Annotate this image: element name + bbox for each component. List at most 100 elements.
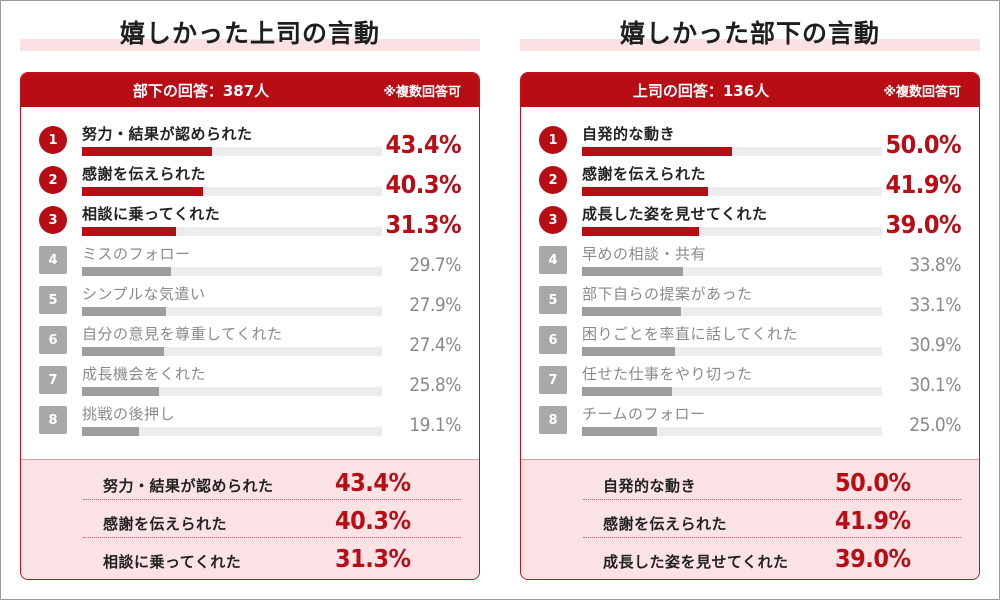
rank-circle-badge: 3 xyxy=(39,206,67,234)
rank-square-badge: 8 xyxy=(39,406,67,434)
bar-track xyxy=(582,307,882,316)
rank-square-badge: 4 xyxy=(39,246,67,274)
chart-title: 嬉しかった部下の言動 xyxy=(619,19,880,48)
bar-track xyxy=(82,387,382,396)
summary-value: 31.3% xyxy=(335,544,411,573)
rank-square-badge: 5 xyxy=(539,286,567,314)
bar-value-label: 40.3% xyxy=(385,170,461,199)
summary-label: 努力・結果が認められた xyxy=(103,477,274,495)
bar-value-label: 19.1% xyxy=(409,414,461,436)
bar-track xyxy=(82,227,382,236)
bar-row: 8 挑戦の後押し 19.1% xyxy=(21,396,479,436)
bar-value-label: 33.1% xyxy=(909,294,961,316)
panel-subordinate-actions: 嬉しかった部下の言動 上司の回答：136人 ※複数回答可 1 自発的な動き 50.0… xyxy=(520,0,980,600)
bar-row: 6 困りごとを率直に話してくれた 30.9% xyxy=(521,316,979,356)
respondents-label: 部下の回答：387人 xyxy=(132,82,270,100)
bar-value-label: 27.4% xyxy=(409,334,461,356)
top3-summary: 自発的な動き 50.0% 感謝を伝えられた 41.9% 成長した姿を見せてくれた 39.0… xyxy=(521,459,979,579)
bar-row: 1 努力・結果が認められた 43.4% xyxy=(21,116,479,159)
bar xyxy=(582,147,732,156)
bar-chart: 1 自発的な動き 50.0% 2 感謝を伝えられた 41.9% 3 成長した姿を見せてくれた 3… xyxy=(521,107,979,459)
multiple-answer-note: ※複数回答可 xyxy=(883,85,961,100)
rank-square-badge: 7 xyxy=(39,366,67,394)
bar-value-label: 27.9% xyxy=(409,294,461,316)
bar-value-label: 30.9% xyxy=(909,334,961,356)
bar-value-label: 25.0% xyxy=(909,414,961,436)
summary-row: 感謝を伝えられた 40.3% xyxy=(83,500,461,538)
bar xyxy=(82,227,176,236)
bar-row: 7 任せた仕事をやり切った 30.1% xyxy=(521,356,979,396)
bar-row: 4 早めの相談・共有 33.8% xyxy=(521,236,979,276)
bar-label: 困りごとを率直に話してくれた xyxy=(582,325,799,343)
bar-label: 相談に乗ってくれた xyxy=(82,205,221,223)
bar xyxy=(582,387,672,396)
card-header: 部下の回答：387人 ※複数回答可 xyxy=(21,73,479,107)
bar-row: 5 シンプルな気遣い 27.9% xyxy=(21,276,479,316)
bar xyxy=(82,267,171,276)
summary-row: 努力・結果が認められた 43.4% xyxy=(83,462,461,500)
rank-circle-badge: 1 xyxy=(39,126,67,154)
bar-track xyxy=(582,187,882,196)
rank-circle-badge: 1 xyxy=(539,126,567,154)
bar-label: 部下自らの提案があった xyxy=(582,285,753,303)
rank-circle-badge: 2 xyxy=(539,166,567,194)
bar xyxy=(82,387,159,396)
bar-row: 3 成長した姿を見せてくれた 39.0% xyxy=(521,196,979,239)
bar-value-label: 39.0% xyxy=(885,210,961,239)
bar xyxy=(582,267,683,276)
bar-track xyxy=(582,227,882,236)
bar-track xyxy=(582,387,882,396)
summary-row: 感謝を伝えられた 41.9% xyxy=(583,500,961,538)
summary-label: 感謝を伝えられた xyxy=(603,515,728,533)
bar-row: 6 自分の意見を尊重してくれた 27.4% xyxy=(21,316,479,356)
rank-square-badge: 7 xyxy=(539,366,567,394)
bar-value-label: 33.8% xyxy=(909,254,961,276)
bar-label: 感謝を伝えられた xyxy=(582,165,707,183)
bar-label: 感謝を伝えられた xyxy=(82,165,207,183)
bar-row: 4 ミスのフォロー 29.7% xyxy=(21,236,479,276)
bar xyxy=(582,227,699,236)
bar-label: 努力・結果が認められた xyxy=(82,125,253,143)
rank-square-badge: 4 xyxy=(539,246,567,274)
bar-row: 3 相談に乗ってくれた 31.3% xyxy=(21,196,479,239)
bar-track xyxy=(82,347,382,356)
title-area: 嬉しかった部下の言動 xyxy=(520,0,980,56)
bar-track xyxy=(582,347,882,356)
rank-square-badge: 6 xyxy=(539,326,567,354)
panel-boss-actions: 嬉しかった上司の言動 部下の回答：387人 ※複数回答可 1 努力・結果が認められ… xyxy=(20,0,480,600)
bar-label: 任せた仕事をやり切った xyxy=(582,365,753,383)
bar-label: 挑戦の後押し xyxy=(82,405,176,423)
bar-value-label: 50.0% xyxy=(885,130,961,159)
bar-track xyxy=(82,187,382,196)
bar-value-label: 41.9% xyxy=(885,170,961,199)
summary-value: 50.0% xyxy=(835,468,911,497)
title-highlight-band xyxy=(20,39,480,51)
bar-value-label: 43.4% xyxy=(385,130,461,159)
chart-card: 部下の回答：387人 ※複数回答可 1 努力・結果が認められた 43.4% 2 感謝を伝… xyxy=(20,72,480,580)
bar-track xyxy=(582,147,882,156)
bar xyxy=(582,347,675,356)
bar-label: 自分の意見を尊重してくれた xyxy=(82,325,283,343)
bar xyxy=(82,147,212,156)
respondents-label: 上司の回答：136人 xyxy=(632,82,770,100)
bar-value-label: 31.3% xyxy=(385,210,461,239)
chart-card: 上司の回答：136人 ※複数回答可 1 自発的な動き 50.0% 2 感謝を伝えられた 4… xyxy=(520,72,980,580)
bar-chart: 1 努力・結果が認められた 43.4% 2 感謝を伝えられた 40.3% 3 相談に乗ってくれ… xyxy=(21,107,479,459)
summary-value: 43.4% xyxy=(335,468,411,497)
bar-track xyxy=(582,267,882,276)
bar xyxy=(82,427,139,436)
bar-row: 8 チームのフォロー 25.0% xyxy=(521,396,979,436)
summary-row: 相談に乗ってくれた 31.3% xyxy=(83,538,461,576)
top3-summary: 努力・結果が認められた 43.4% 感謝を伝えられた 40.3% 相談に乗ってくれた 31… xyxy=(21,459,479,579)
bar-label: ミスのフォロー xyxy=(82,245,191,263)
bar xyxy=(582,427,657,436)
summary-value: 41.9% xyxy=(835,506,911,535)
summary-label: 自発的な動き xyxy=(603,477,697,495)
bar xyxy=(82,187,203,196)
bar-track xyxy=(82,307,382,316)
bar xyxy=(82,307,166,316)
rank-circle-badge: 3 xyxy=(539,206,567,234)
rank-circle-badge: 2 xyxy=(39,166,67,194)
rank-square-badge: 8 xyxy=(539,406,567,434)
rank-square-badge: 6 xyxy=(39,326,67,354)
